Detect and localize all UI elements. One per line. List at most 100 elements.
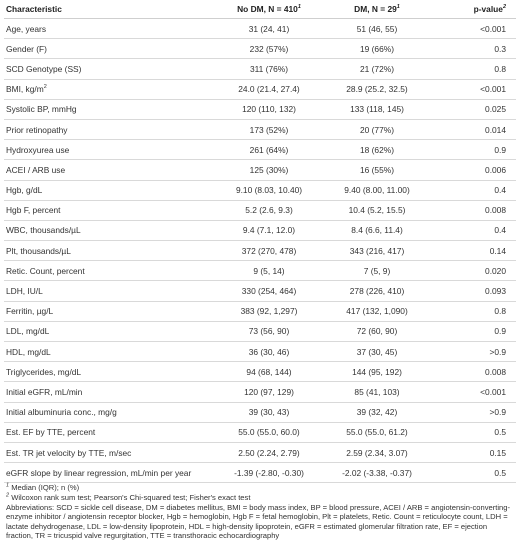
row-label: Plt, thousands/µL: [4, 240, 218, 262]
row-pvalue: 0.014: [434, 119, 516, 141]
row-dm-value: -2.02 (-3.38, -0.37): [320, 462, 434, 484]
row-pvalue: 0.006: [434, 159, 516, 181]
table-row: Prior retinopathy 173 (52%) 20 (77%) 0.014: [4, 119, 516, 141]
row-no-dm-value: 120 (110, 132): [218, 99, 320, 120]
row-pvalue: 0.9: [434, 139, 516, 161]
row-dm-value: 7 (5, 9): [320, 260, 434, 282]
row-pvalue: >0.9: [434, 402, 516, 423]
row-pvalue: <0.001: [434, 79, 516, 100]
row-dm-value: 21 (72%): [320, 58, 434, 80]
row-no-dm-value: 330 (254, 464): [218, 280, 320, 302]
row-pvalue: >0.9: [434, 341, 516, 363]
table-row: HDL, mg/dL 36 (30, 46) 37 (30, 45) >0.9: [4, 341, 516, 363]
row-pvalue: 0.4: [434, 220, 516, 242]
row-no-dm-value: 383 (92, 1,297): [218, 301, 320, 322]
table-row: LDH, IU/L 330 (254, 464) 278 (226, 410) 0.0…: [4, 280, 516, 302]
row-label: ACEI / ARB use: [4, 159, 218, 181]
table-row: SCD Genotype (SS) 311 (76%) 21 (72%) 0.8: [4, 58, 516, 80]
table-row: Plt, thousands/µL 372 (270, 478) 343 (216,…: [4, 240, 516, 262]
table-row: eGFR slope by linear regression, mL/min …: [4, 462, 516, 484]
row-label: Est. EF by TTE, percent: [4, 422, 218, 443]
row-pvalue: 0.008: [434, 361, 516, 383]
row-label: HDL, mg/dL: [4, 341, 218, 363]
header-no-dm-footnote-marker: 1: [297, 4, 301, 11]
table-row: Hgb, g/dL 9.10 (8.03, 10.40) 9.40 (8.00, 1…: [4, 180, 516, 201]
row-label: Gender (F): [4, 38, 218, 60]
row-no-dm-value: 24.0 (21.4, 27.4): [218, 79, 320, 100]
table-row: Est. TR jet velocity by TTE, m/sec 2.50 (…: [4, 442, 516, 464]
row-label: Hydroxyurea use: [4, 139, 218, 161]
row-dm-value: 28.9 (25.2, 32.5): [320, 79, 434, 100]
row-dm-value: 144 (95, 192): [320, 361, 434, 383]
row-dm-value: 343 (216, 417): [320, 240, 434, 262]
abbreviations-note: Abbreviations: SCD = sickle cell disease…: [6, 502, 511, 541]
row-dm-value: 8.4 (6.6, 11.4): [320, 220, 434, 242]
row-no-dm-value: 55.0 (55.0, 60.0): [218, 422, 320, 443]
row-dm-value: 9.40 (8.00, 11.00): [320, 180, 434, 201]
row-label: eGFR slope by linear regression, mL/min …: [4, 462, 218, 484]
header-dm-footnote-marker: 1: [396, 4, 400, 11]
row-label: WBC, thousands/µL: [4, 220, 218, 242]
row-no-dm-value: 31 (24, 41): [218, 18, 320, 40]
row-no-dm-value: 94 (68, 144): [218, 361, 320, 383]
header-pvalue: p-value2: [434, 0, 516, 19]
row-dm-value: 85 (41, 103): [320, 381, 434, 403]
row-pvalue: 0.14: [434, 240, 516, 262]
row-label: Initial albuminuria conc., mg/g: [4, 402, 218, 423]
row-dm-value: 278 (226, 410): [320, 280, 434, 302]
row-no-dm-value: 2.50 (2.24, 2.79): [218, 442, 320, 464]
row-pvalue: <0.001: [434, 18, 516, 40]
header-characteristic: Characteristic: [4, 0, 218, 19]
row-dm-value: 18 (62%): [320, 139, 434, 161]
table-row: Retic. Count, percent 9 (5, 14) 7 (5, 9) 0.…: [4, 260, 516, 282]
row-no-dm-value: 311 (76%): [218, 58, 320, 80]
row-dm-value: 417 (132, 1,090): [320, 301, 434, 322]
row-pvalue: 0.8: [434, 301, 516, 322]
table-row: Ferritin, µg/L 383 (92, 1,297) 417 (132, 1…: [4, 301, 516, 322]
row-dm-value: 10.4 (5.2, 15.5): [320, 200, 434, 221]
row-label: Age, years: [4, 18, 218, 40]
header-row: Characteristic No DM, N = 4101 DM, N = 2…: [4, 0, 516, 19]
row-label: LDL, mg/dL: [4, 321, 218, 343]
row-dm-value: 72 (60, 90): [320, 321, 434, 343]
row-label: LDH, IU/L: [4, 280, 218, 302]
row-dm-value: 51 (46, 55): [320, 18, 434, 40]
header-dm: DM, N = 291: [320, 0, 434, 19]
table-row: Hydroxyurea use 261 (64%) 18 (62%) 0.9: [4, 139, 516, 161]
row-no-dm-value: 73 (56, 90): [218, 321, 320, 343]
row-no-dm-value: 36 (30, 46): [218, 341, 320, 363]
row-label: Hgb F, percent: [4, 200, 218, 221]
row-no-dm-value: 232 (57%): [218, 38, 320, 60]
row-label: Triglycerides, mg/dL: [4, 361, 218, 383]
row-pvalue: 0.025: [434, 99, 516, 120]
row-label: Hgb, g/dL: [4, 180, 218, 201]
row-label: Prior retinopathy: [4, 119, 218, 141]
header-no-dm: No DM, N = 4101: [218, 0, 320, 19]
row-label: SCD Genotype (SS): [4, 58, 218, 80]
table-row: Hgb F, percent 5.2 (2.6, 9.3) 10.4 (5.2, 1…: [4, 200, 516, 221]
header-pvalue-footnote-marker: 2: [502, 4, 506, 11]
row-dm-value: 2.59 (2.34, 3.07): [320, 442, 434, 464]
table-header: Characteristic No DM, N = 4101 DM, N = 2…: [4, 0, 516, 19]
row-label: Initial eGFR, mL/min: [4, 381, 218, 403]
row-no-dm-value: 5.2 (2.6, 9.3): [218, 200, 320, 221]
row-pvalue: <0.001: [434, 381, 516, 403]
row-pvalue: 0.5: [434, 462, 516, 484]
row-label: Retic. Count, percent: [4, 260, 218, 282]
table-row: Initial albuminuria conc., mg/g 39 (30, 4…: [4, 402, 516, 423]
row-dm-value: 55.0 (55.0, 61.2): [320, 422, 434, 443]
row-pvalue: 0.3: [434, 38, 516, 60]
row-pvalue: 0.4: [434, 180, 516, 201]
row-no-dm-value: 261 (64%): [218, 139, 320, 161]
table-row: Est. EF by TTE, percent 55.0 (55.0, 60.0)…: [4, 422, 516, 443]
characteristics-table: Characteristic No DM, N = 4101 DM, N = 2…: [4, 0, 516, 484]
table-row: ACEI / ARB use 125 (30%) 16 (55%) 0.006: [4, 159, 516, 181]
row-pvalue: 0.8: [434, 58, 516, 80]
row-pvalue: 0.9: [434, 321, 516, 343]
row-pvalue: 0.093: [434, 280, 516, 302]
table-row: Initial eGFR, mL/min 120 (97, 129) 85 (41,…: [4, 381, 516, 403]
row-pvalue: 0.020: [434, 260, 516, 282]
row-dm-value: 37 (30, 45): [320, 341, 434, 363]
row-no-dm-value: 9 (5, 14): [218, 260, 320, 282]
